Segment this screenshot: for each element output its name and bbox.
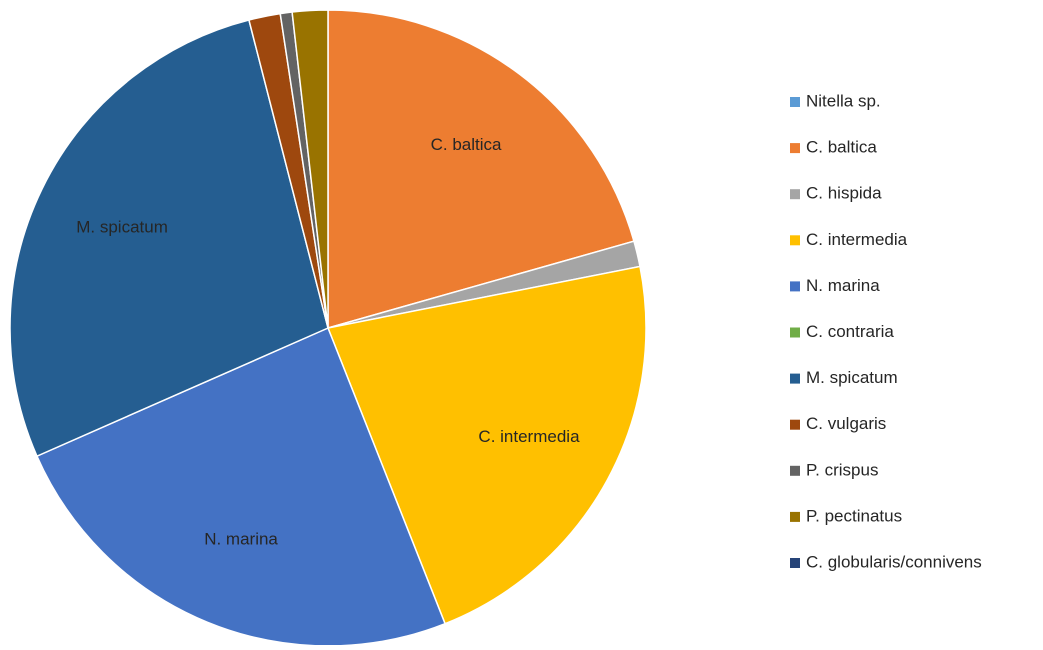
legend-swatch — [790, 327, 800, 338]
legend-label: N. marina — [806, 276, 880, 295]
legend-swatch — [790, 373, 800, 384]
legend-label: Nitella sp. — [806, 91, 881, 110]
data-label: C. intermedia — [478, 427, 580, 446]
pie-slice — [327, 9, 635, 329]
legend-label: C. baltica — [806, 138, 877, 157]
legend-swatch — [790, 143, 800, 154]
data-label: C. baltica — [431, 135, 502, 154]
data-label: M. spicatum — [76, 217, 168, 236]
legend-swatch — [790, 189, 800, 200]
legend-label: P. crispus — [806, 460, 878, 479]
legend-swatch — [790, 465, 800, 476]
legend-label: P. pectinatus — [806, 506, 902, 525]
legend-label: M. spicatum — [806, 368, 898, 387]
pie-slice — [326, 265, 647, 625]
legend-label: C. intermedia — [806, 230, 908, 249]
pie-slice — [35, 326, 447, 647]
legend-swatch — [790, 97, 800, 107]
legend-swatch — [790, 281, 800, 292]
pie-slice — [9, 19, 329, 458]
data-label: N. marina — [204, 529, 278, 548]
pie-slice — [291, 9, 329, 329]
legend-swatch — [790, 558, 800, 568]
legend-swatch — [790, 419, 800, 430]
legend-label: C. contraria — [806, 322, 894, 341]
legend-label: C. vulgaris — [806, 414, 886, 433]
legend-label: C. globularis/connivens — [806, 552, 982, 571]
legend-label: C. hispida — [806, 184, 882, 203]
legend-swatch — [790, 511, 800, 522]
legend-swatch — [790, 235, 800, 246]
